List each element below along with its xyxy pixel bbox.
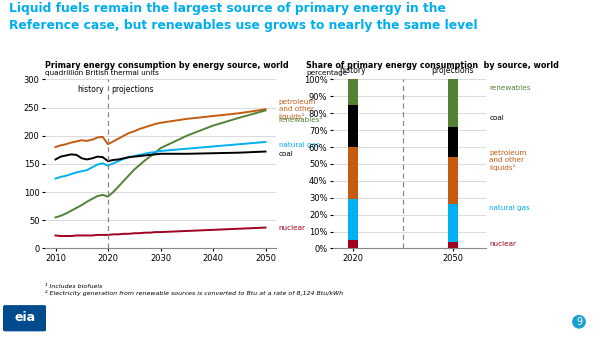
Text: eia: eia xyxy=(14,311,35,324)
Bar xyxy=(348,240,358,248)
Text: Liquid fuels remain the largest source of primary energy in the: Liquid fuels remain the largest source o… xyxy=(9,2,446,15)
Text: coal: coal xyxy=(490,115,504,121)
Text: 9: 9 xyxy=(576,317,582,327)
Text: nuclear: nuclear xyxy=(278,224,305,231)
Text: natural gas: natural gas xyxy=(490,205,530,211)
Text: Reference case, but renewables use grows to nearly the same level: Reference case, but renewables use grows… xyxy=(9,19,478,31)
Bar xyxy=(348,105,358,147)
Text: Primary energy consumption by energy source, world: Primary energy consumption by energy sou… xyxy=(45,61,289,70)
Text: projections: projections xyxy=(112,86,154,94)
Text: petroleum
and other
liquids¹: petroleum and other liquids¹ xyxy=(490,150,527,171)
FancyBboxPatch shape xyxy=(3,305,46,331)
Text: quadrillion British thermal units: quadrillion British thermal units xyxy=(45,70,159,76)
Bar xyxy=(348,79,358,105)
Text: history: history xyxy=(340,66,366,75)
Text: renewables²: renewables² xyxy=(278,117,323,123)
Bar xyxy=(448,127,458,157)
Bar xyxy=(448,79,458,127)
Text: coal: coal xyxy=(278,151,293,158)
Text: Share of primary energy consumption  by source, world: Share of primary energy consumption by s… xyxy=(306,61,559,70)
Text: October 6, 2021: October 6, 2021 xyxy=(51,323,113,332)
Text: IEO2021 Release, CSIS: IEO2021 Release, CSIS xyxy=(51,303,139,312)
Bar xyxy=(448,242,458,248)
Text: history: history xyxy=(77,86,104,94)
Text: nuclear: nuclear xyxy=(490,241,517,247)
Text: ¹ Includes biofuels: ¹ Includes biofuels xyxy=(45,284,103,289)
Bar xyxy=(448,157,458,204)
Text: percentage: percentage xyxy=(306,70,347,76)
Text: renewables: renewables xyxy=(490,85,531,91)
Text: petroleum
and other
liquids¹: petroleum and other liquids¹ xyxy=(278,99,316,120)
Text: projections: projections xyxy=(431,66,474,75)
Text: natural gas: natural gas xyxy=(278,142,319,148)
Text: ² Electricity generation from renewable sources is converted to Btu at a rate of: ² Electricity generation from renewable … xyxy=(45,290,343,296)
Bar xyxy=(348,199,358,240)
Bar xyxy=(348,147,358,199)
Bar xyxy=(448,204,458,242)
